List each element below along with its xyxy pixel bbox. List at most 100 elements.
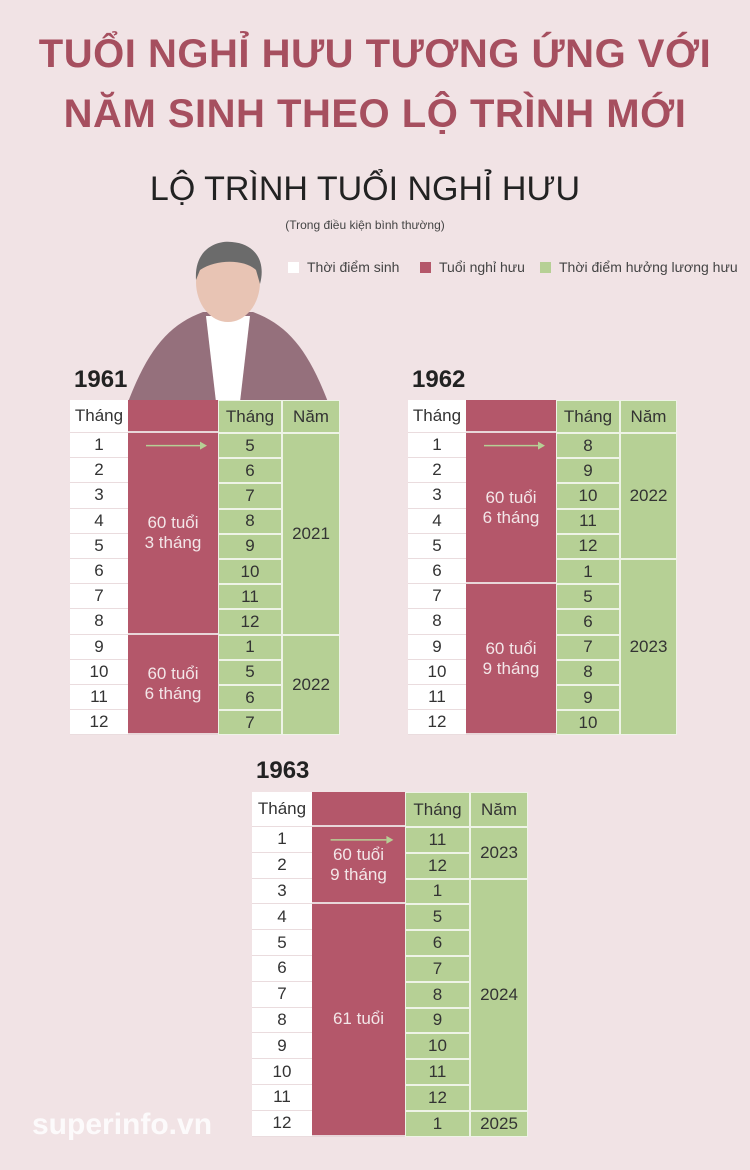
age-line: 9 tháng	[330, 864, 387, 884]
retirement-age: 60 tuổi 6 tháng	[466, 433, 556, 585]
pension-year: 2023	[620, 559, 677, 736]
birth-month: 2	[408, 458, 466, 484]
legend-item: Tuổi nghỉ hưu	[420, 259, 525, 275]
pension-month: 8	[556, 433, 620, 459]
retirement-age: 60 tuổi 9 tháng	[466, 584, 556, 736]
birth-month: 10	[70, 659, 128, 685]
pension-month: 11	[218, 584, 282, 610]
header-cell: Năm	[470, 792, 528, 827]
legend-swatch	[420, 261, 431, 273]
pension-month: 5	[218, 433, 282, 459]
table-year: 1962	[412, 366, 466, 393]
birth-month: 4	[252, 904, 312, 931]
birth-month: 1	[408, 433, 466, 459]
subtitle: LỘ TRÌNH TUỔI NGHỈ HƯU	[149, 170, 581, 208]
birth-month: 2	[70, 458, 128, 484]
age-line: 60 tuổi	[147, 512, 199, 532]
birth-month: 1	[252, 827, 312, 853]
birth-month: 12	[408, 710, 466, 736]
hair	[195, 241, 262, 284]
pension-year: 2022	[282, 634, 340, 736]
pension-month: 5	[556, 584, 620, 610]
birth-month: 3	[70, 483, 128, 509]
legend-label: Tuổi nghỉ hưu	[439, 259, 525, 275]
birth-month: 2	[252, 852, 312, 879]
birth-month: 7	[70, 584, 128, 610]
watermark: superinfo.vn	[32, 1108, 213, 1141]
title-line: TUỔI NGHỈ HƯU TƯƠNG ỨNG VỚI	[38, 32, 712, 76]
pension-year: 2021	[282, 433, 340, 635]
age-line: 60 tuổi	[147, 663, 199, 683]
birth-month: 8	[252, 1007, 312, 1034]
arrow	[330, 835, 394, 844]
birth-month: 3	[252, 878, 312, 905]
header-cell: Năm	[282, 400, 340, 433]
legend-item: Thời điểm sinh	[288, 259, 399, 275]
pension-year: 2025	[470, 1110, 528, 1137]
pension-month: 1	[556, 559, 620, 585]
birth-month: 7	[408, 584, 466, 610]
pension-month: 10	[556, 483, 620, 509]
pension-month: 9	[218, 533, 282, 559]
birth-month: 4	[70, 508, 128, 534]
retirement-age: 60 tuổi 3 tháng	[128, 433, 218, 635]
header-cell: Tháng	[252, 792, 312, 827]
pension-month: 5	[405, 904, 470, 931]
birth-month: 12	[70, 710, 128, 736]
pension-month: 11	[405, 827, 470, 853]
legend-label: Thời điểm hưởng lương hưu	[559, 259, 738, 275]
age-line: 60 tuổi	[485, 638, 537, 658]
pension-year: 2023	[470, 827, 528, 879]
pension-month: 9	[556, 685, 620, 711]
birth-month: 4	[408, 508, 466, 534]
pension-month: 1	[405, 1110, 470, 1137]
birth-month: 6	[252, 956, 312, 982]
pension-year: 2024	[470, 878, 528, 1111]
birth-month: 9	[408, 634, 466, 660]
header-cell: Tháng	[70, 400, 128, 433]
pension-month: 9	[405, 1007, 470, 1034]
pension-month: 8	[405, 981, 470, 1008]
birth-month: 11	[252, 1085, 312, 1111]
pension-month: 11	[556, 508, 620, 534]
pension-month: 12	[556, 533, 620, 559]
arrow	[484, 441, 545, 450]
age-line: 60 tuổi	[485, 487, 537, 507]
age-line: 60 tuổi	[332, 844, 385, 864]
legend-label: Thời điểm sinh	[307, 259, 400, 275]
pension-month: 11	[405, 1059, 470, 1085]
birth-month: 8	[70, 609, 128, 635]
birth-month: 12	[252, 1110, 312, 1137]
pension-year: 2022	[620, 433, 677, 559]
pension-month: 10	[218, 559, 282, 585]
table-year: 1961	[74, 366, 128, 393]
legend-swatch	[288, 261, 299, 273]
pension-month: 1	[405, 878, 470, 905]
pension-month: 6	[556, 609, 620, 635]
table-year: 1963	[256, 757, 310, 784]
birth-month: 11	[408, 685, 466, 711]
age-line: 6 tháng	[144, 683, 202, 703]
pension-month: 6	[218, 685, 282, 711]
person-illustration	[128, 241, 328, 402]
pension-month: 10	[405, 1033, 470, 1060]
pension-month: 7	[218, 483, 282, 509]
pension-month: 5	[218, 659, 282, 685]
birth-month: 9	[252, 1033, 312, 1060]
header-cell	[312, 792, 405, 827]
pension-month: 8	[556, 659, 620, 685]
pension-month: 6	[405, 930, 470, 956]
pension-month: 8	[218, 508, 282, 534]
birth-month: 11	[70, 685, 128, 711]
pension-month: 6	[218, 458, 282, 484]
birth-month: 10	[408, 659, 466, 685]
header-cell	[466, 400, 556, 433]
birth-month: 3	[408, 483, 466, 509]
pension-month: 1	[218, 634, 282, 660]
birth-month: 8	[408, 609, 466, 635]
birth-month: 6	[408, 559, 466, 585]
birth-month: 5	[408, 533, 466, 559]
header-cell	[128, 400, 218, 433]
header-cell: Tháng	[408, 400, 466, 433]
